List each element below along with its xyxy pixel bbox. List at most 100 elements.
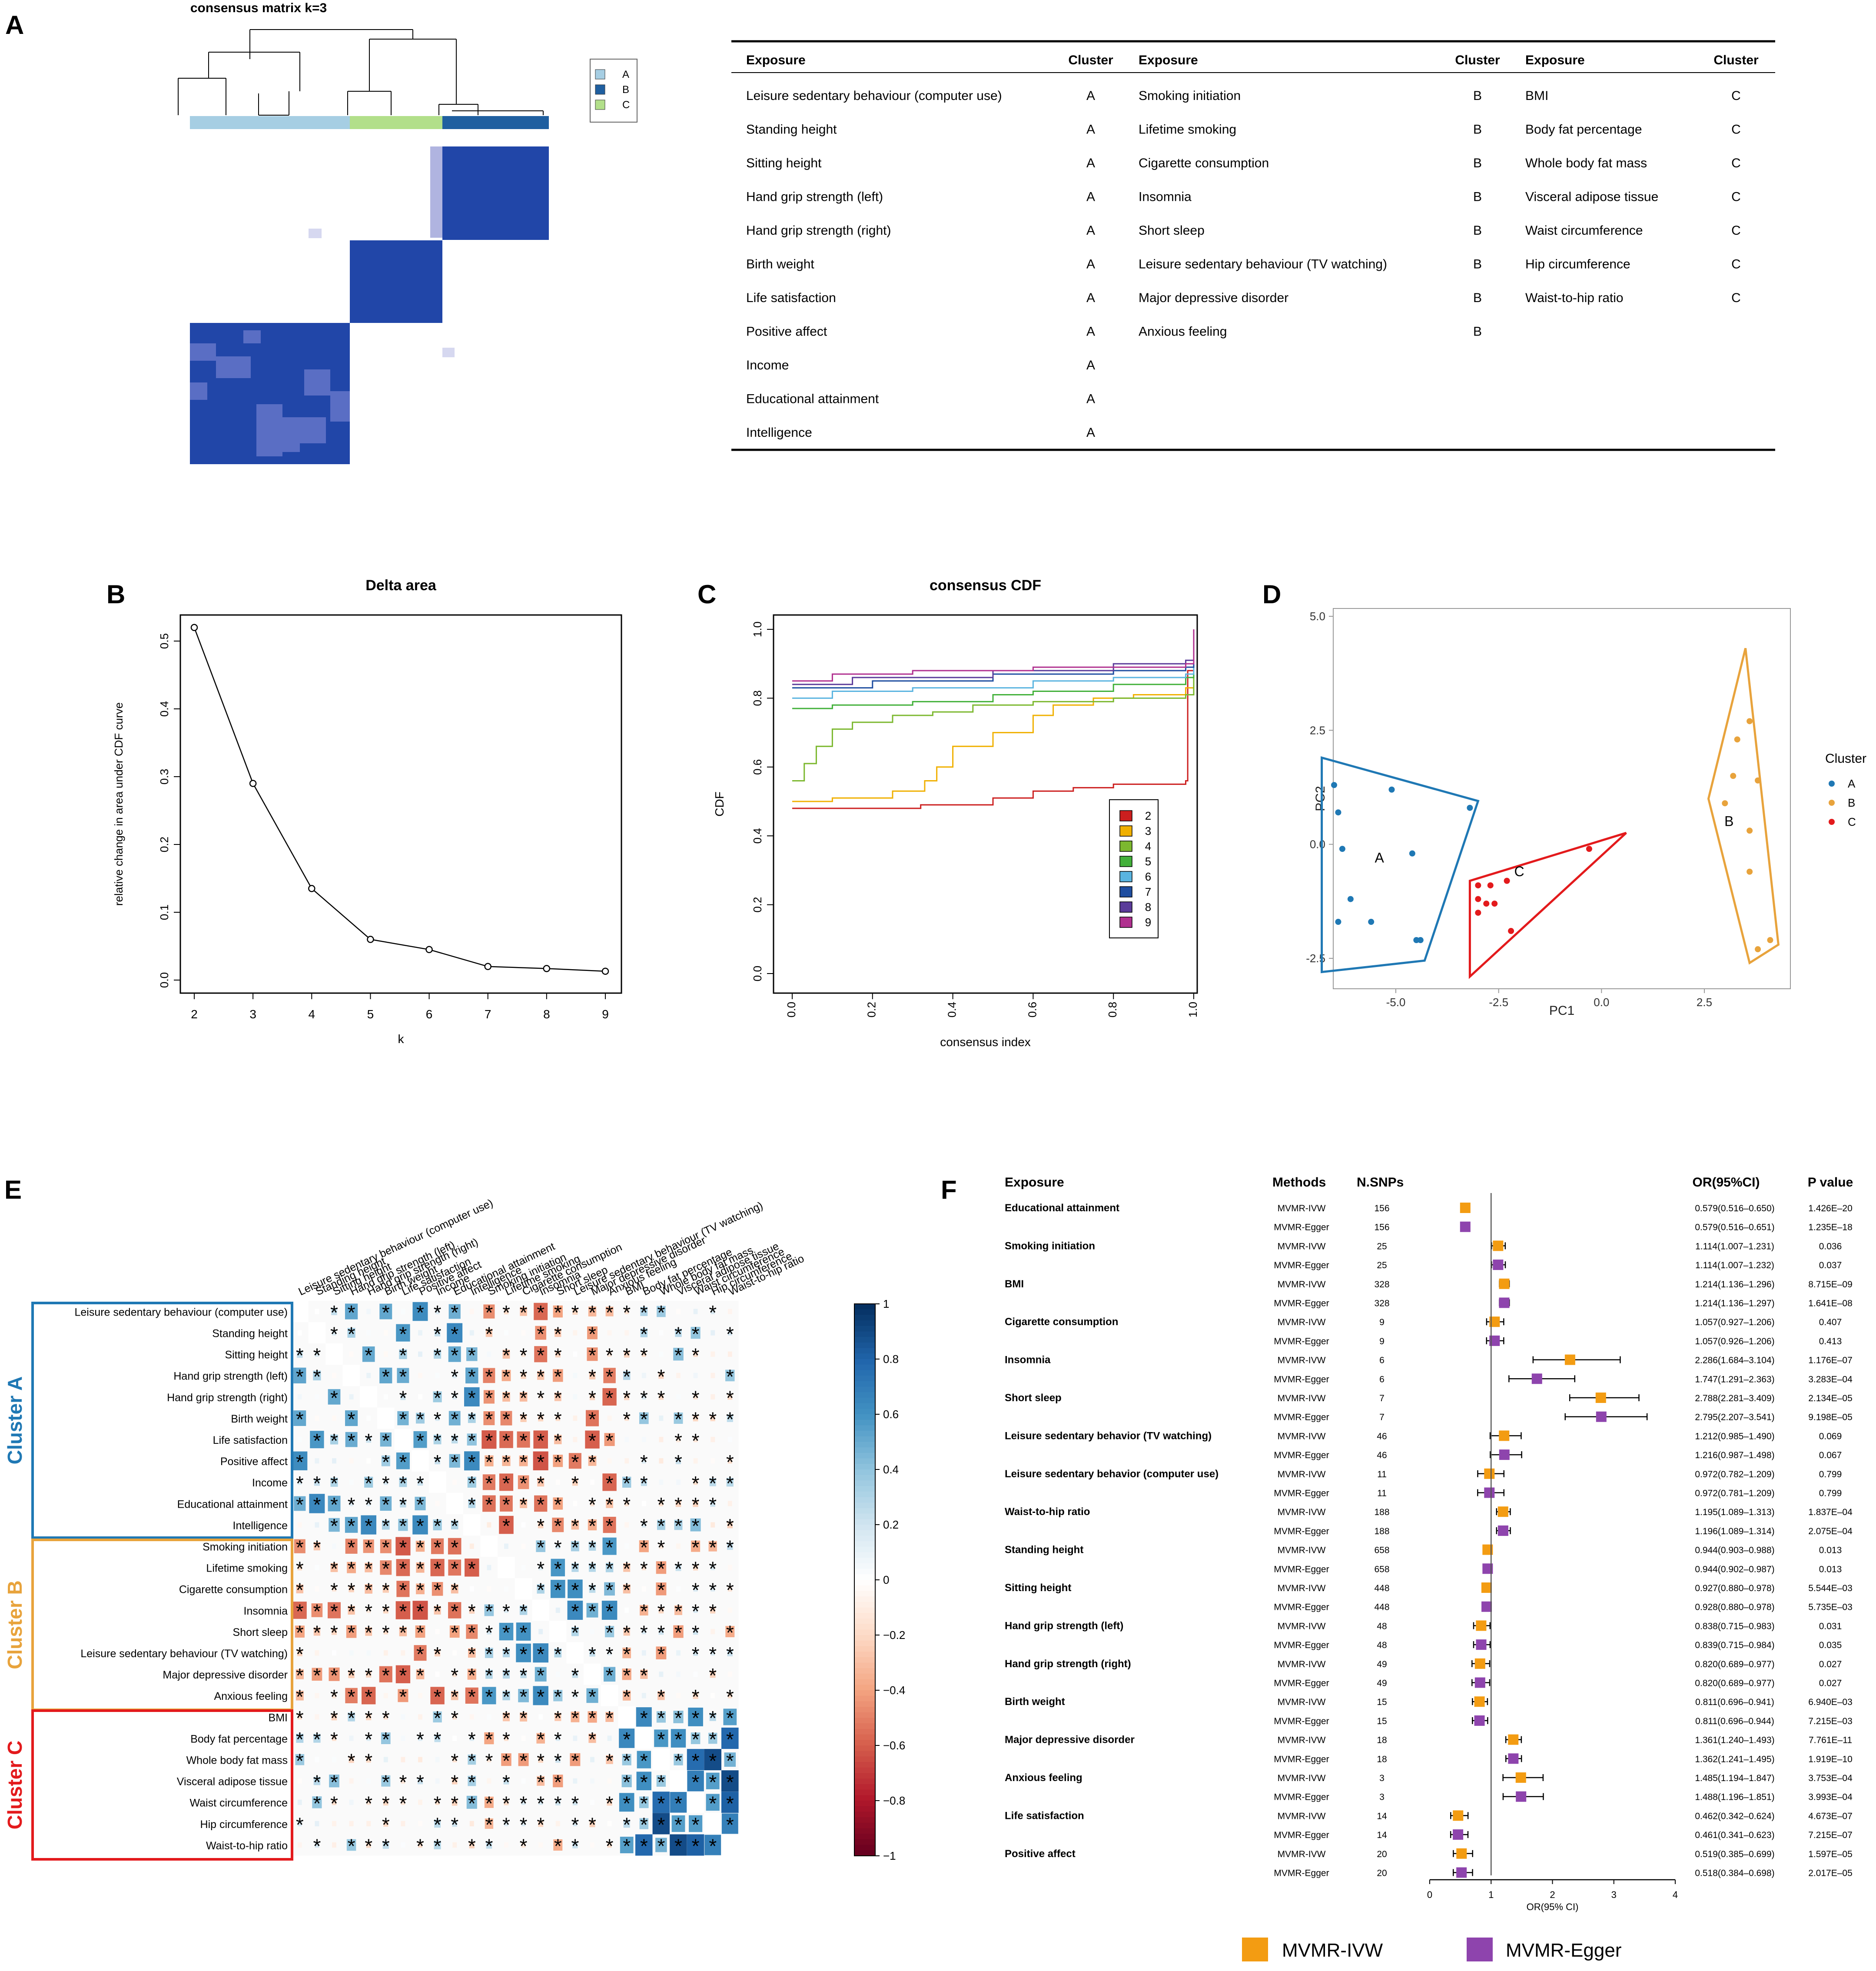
- point-egger: [1493, 1260, 1504, 1270]
- legend-label-8: 8: [1145, 901, 1151, 914]
- colorbar-step: [854, 1822, 875, 1829]
- header-methods: Methods: [1272, 1175, 1326, 1190]
- consensus-block-c: [442, 146, 549, 240]
- colorbar-step: [854, 1508, 875, 1514]
- cell-15-8: [435, 1629, 440, 1635]
- colorbar-step: [854, 1309, 875, 1316]
- data-point-k9: [601, 967, 609, 975]
- significance-star: *: [726, 1323, 734, 1345]
- colorbar-step: [854, 1414, 875, 1420]
- significance-star: *: [537, 1344, 545, 1366]
- colorbar-step: [854, 1695, 875, 1702]
- cluster-label-0: Cluster A: [3, 1376, 26, 1465]
- significance-star: *: [468, 1835, 476, 1858]
- significance-star: *: [588, 1387, 596, 1409]
- cell-10-8: [433, 1519, 442, 1531]
- significance-star: *: [588, 1600, 596, 1623]
- cell-13-7: [416, 1583, 425, 1595]
- cell-1-6: [396, 1324, 410, 1342]
- table-cell-cluster: B: [1473, 223, 1482, 238]
- significance-star: *: [434, 1344, 442, 1366]
- significance-star: *: [502, 1344, 510, 1366]
- significance-star: *: [640, 1664, 648, 1687]
- row-nsnps: 49: [1377, 1659, 1387, 1669]
- cell-8-20: [641, 1478, 647, 1486]
- cell-11-2: [332, 1543, 336, 1549]
- significance-star: *: [554, 1707, 562, 1729]
- cell-11-24: [708, 1541, 717, 1552]
- row-pvalue: 1.837E–04: [1808, 1507, 1853, 1517]
- cell-11-10: [469, 1543, 474, 1549]
- cell-3-0: [293, 1367, 306, 1383]
- significance-star: *: [520, 1622, 528, 1644]
- significance-star: *: [657, 1387, 665, 1409]
- row-or-text: 0.839(0.715–0.984): [1695, 1640, 1774, 1650]
- row-pvalue: 0.407: [1819, 1317, 1842, 1327]
- significance-star: *: [451, 1792, 458, 1815]
- row-nsnps: 46: [1377, 1431, 1387, 1441]
- significance-star: *: [554, 1835, 562, 1858]
- table-cell-exposure: Insomnia: [1139, 190, 1192, 204]
- cell-2-19: [624, 1350, 630, 1358]
- row-label: Lifetime smoking: [206, 1562, 288, 1575]
- cell-1-23: [691, 1326, 701, 1339]
- significance-star: *: [709, 1536, 717, 1559]
- cell-4-21: [658, 1394, 664, 1400]
- significance-star: *: [520, 1685, 528, 1708]
- significance-star: *: [416, 1664, 424, 1687]
- cell-2-23: [693, 1351, 698, 1357]
- cell-24-15: [555, 1821, 560, 1827]
- legend-swatch-2: [1119, 810, 1132, 821]
- cell-24-2: [332, 1821, 336, 1827]
- significance-star: *: [554, 1557, 562, 1580]
- colorbar-step: [854, 1728, 875, 1735]
- colorbar-step: [854, 1436, 875, 1443]
- table-cell-exposure: Sitting height: [746, 156, 822, 170]
- legend-swatch-egger: [1467, 1938, 1493, 1961]
- cell-13-2: [332, 1586, 336, 1592]
- point-ivw: [1499, 1278, 1510, 1289]
- point-ivw: [1497, 1506, 1508, 1517]
- row-nsnps: 7: [1379, 1393, 1385, 1403]
- row-label: Hip circumference: [200, 1818, 288, 1831]
- cell-5-16: [573, 1415, 578, 1421]
- table-cell-cluster: A: [1086, 392, 1095, 406]
- colorbar-step: [854, 1464, 875, 1470]
- series-line-5: [792, 629, 1195, 709]
- row-label: Leisure sedentary behaviour (TV watching…: [80, 1648, 288, 1660]
- significance-star: *: [640, 1814, 648, 1836]
- row-method: MVMR-IVW: [1278, 1583, 1326, 1593]
- colorbar-step: [854, 1652, 875, 1658]
- row-or-text: 2.788(2.281–3.409): [1695, 1393, 1774, 1403]
- significance-star: *: [709, 1493, 717, 1516]
- significance-star: *: [537, 1493, 545, 1516]
- row-label: Insomnia: [244, 1605, 288, 1617]
- cell-11-12: [504, 1543, 508, 1549]
- cell-4-15: [554, 1393, 561, 1401]
- colorbar-step: [854, 1541, 875, 1547]
- cell-6-4: [366, 1436, 372, 1443]
- cell-8-22: [676, 1479, 681, 1485]
- significance-star: *: [382, 1366, 390, 1388]
- row-pvalue: 2.134E–05: [1808, 1393, 1853, 1403]
- data-point-k3: [249, 780, 257, 787]
- cell-0-12: [504, 1308, 509, 1315]
- significance-star: *: [588, 1643, 596, 1665]
- significance-star: *: [657, 1771, 665, 1793]
- significance-star: *: [330, 1771, 338, 1793]
- cell-22-11: [487, 1778, 491, 1784]
- cell-23-3: [349, 1799, 354, 1805]
- significance-star: *: [606, 1792, 614, 1815]
- significance-star: *: [348, 1707, 355, 1729]
- series-line-8: [792, 629, 1195, 685]
- data-point-k6: [425, 946, 433, 954]
- cell-10-17: [588, 1519, 597, 1531]
- x-tick-label: 0.0: [785, 1002, 798, 1017]
- colorbar-step: [854, 1640, 875, 1647]
- row-pvalue: 3.753E–04: [1808, 1773, 1853, 1783]
- significance-star: *: [296, 1707, 304, 1729]
- significance-star: *: [330, 1323, 338, 1345]
- table-header-cluster: Cluster: [1068, 53, 1113, 67]
- row-pvalue: 1.426E–20: [1808, 1203, 1853, 1213]
